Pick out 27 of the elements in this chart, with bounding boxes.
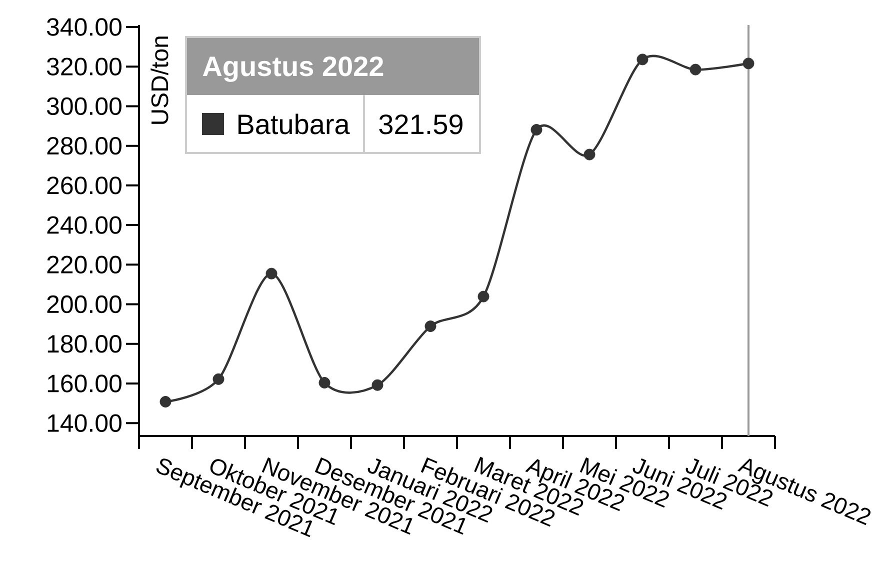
point: [372, 379, 384, 391]
annotation: 321.59: [379, 114, 462, 134]
y-tick-label: 180.00: [48, 335, 122, 353]
point: [742, 58, 754, 70]
y-tick-label: 140.00: [48, 414, 122, 432]
point: [266, 268, 278, 280]
y-tick-label: 280.00: [47, 136, 122, 155]
y-tick-label: 160.00: [48, 374, 122, 392]
y-axis-title: USD/ton: [150, 36, 168, 124]
point: [478, 290, 490, 302]
legend-label: Batubara: [238, 114, 350, 134]
point: [318, 376, 330, 388]
legend-title: Agustus 2022: [202, 56, 384, 82]
y-tick-label: 300.00: [46, 97, 122, 116]
point: [690, 64, 702, 76]
y-tick-label: 340.00: [46, 18, 122, 36]
y-tick-label: 320.00: [46, 58, 122, 76]
y-tick-label: 260.00: [47, 176, 122, 194]
y-tick-label: 200.00: [47, 295, 122, 314]
point: [212, 373, 224, 385]
point: [424, 320, 436, 332]
y-tick-label: 240.00: [47, 216, 122, 234]
point: [160, 396, 172, 408]
point: [584, 148, 596, 160]
y-tick-label: 220.00: [47, 256, 122, 274]
point: [636, 54, 648, 66]
point: [530, 124, 542, 136]
